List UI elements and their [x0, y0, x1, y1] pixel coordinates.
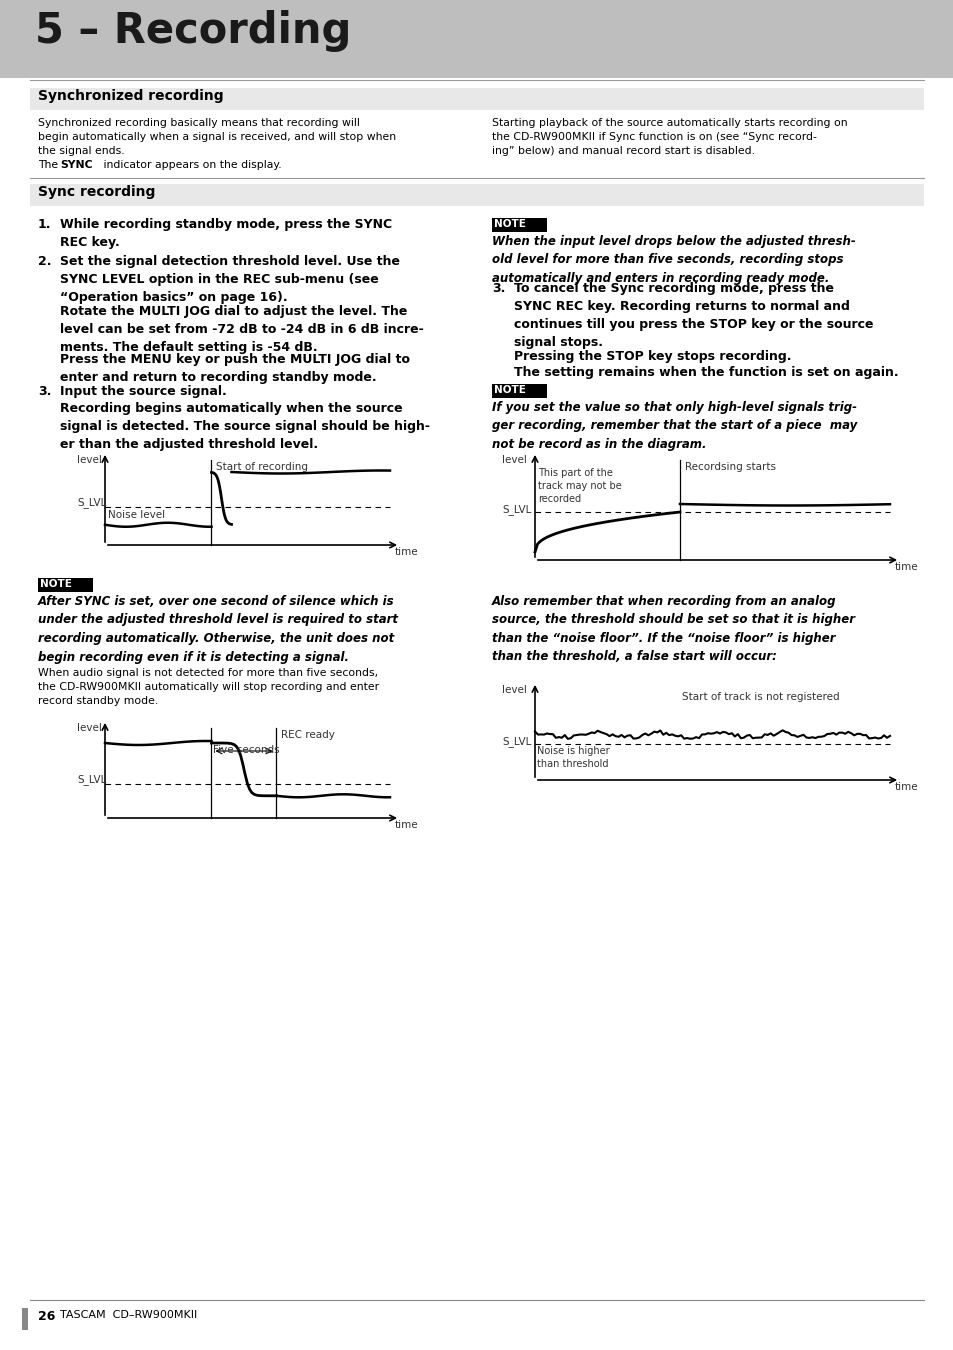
Text: time: time — [894, 562, 918, 572]
Text: time: time — [395, 547, 418, 558]
Text: Noise is higher
than threshold: Noise is higher than threshold — [537, 747, 609, 769]
Text: NOTE: NOTE — [494, 385, 525, 396]
Text: level: level — [501, 455, 526, 464]
Text: Input the source signal.: Input the source signal. — [60, 385, 227, 398]
Text: time: time — [395, 819, 418, 830]
Text: Sync recording: Sync recording — [38, 185, 155, 198]
Bar — [38, 578, 92, 593]
Bar — [0, 0, 953, 78]
Bar — [30, 184, 923, 207]
Text: S_LVL: S_LVL — [77, 774, 107, 784]
Text: Start of recording: Start of recording — [216, 462, 308, 472]
Text: Rotate the MULTI JOG dial to adjust the level. The
level can be set from -72 dB : Rotate the MULTI JOG dial to adjust the … — [60, 305, 423, 354]
Text: Press the MENU key or push the MULTI JOG dial to
enter and return to recording s: Press the MENU key or push the MULTI JOG… — [60, 352, 410, 383]
Text: 26: 26 — [38, 1310, 55, 1323]
Text: 3.: 3. — [38, 385, 51, 398]
Text: SYNC: SYNC — [60, 161, 92, 170]
Text: When audio signal is not detected for more than five seconds,
the CD-RW900MKII a: When audio signal is not detected for mo… — [38, 668, 378, 706]
Text: To cancel the Sync recording mode, press the
SYNC REC key. Recording returns to : To cancel the Sync recording mode, press… — [514, 282, 873, 350]
Text: time: time — [894, 782, 918, 792]
Text: Synchronized recording basically means that recording will
begin automatically w: Synchronized recording basically means t… — [38, 117, 395, 157]
Text: REC ready: REC ready — [281, 730, 335, 740]
Bar — [22, 1308, 28, 1330]
Text: While recording standby mode, press the SYNC
REC key.: While recording standby mode, press the … — [60, 217, 392, 248]
Text: level: level — [77, 455, 102, 464]
Text: S_LVL: S_LVL — [501, 736, 531, 747]
Text: Noise level: Noise level — [108, 510, 165, 520]
Text: The setting remains when the function is set on again.: The setting remains when the function is… — [514, 366, 898, 379]
Text: 3.: 3. — [492, 282, 505, 296]
Text: level: level — [501, 684, 526, 695]
Text: Set the signal detection threshold level. Use the
SYNC LEVEL option in the REC s: Set the signal detection threshold level… — [60, 255, 399, 304]
Text: The: The — [38, 161, 62, 170]
Text: NOTE: NOTE — [494, 219, 525, 230]
Text: 1.: 1. — [38, 217, 51, 231]
Text: TASCAM  CD–RW900MKII: TASCAM CD–RW900MKII — [60, 1310, 197, 1320]
Text: 5 – Recording: 5 – Recording — [35, 9, 351, 53]
Text: Recording begins automatically when the source
signal is detected. The source si: Recording begins automatically when the … — [60, 402, 430, 451]
Text: If you set the value so that only high-level signals trig-
ger recording, rememb: If you set the value so that only high-l… — [492, 401, 857, 451]
Text: After SYNC is set, over one second of silence which is
under the adjusted thresh: After SYNC is set, over one second of si… — [38, 595, 397, 663]
Text: S_LVL: S_LVL — [77, 497, 107, 508]
Text: 2.: 2. — [38, 255, 51, 269]
Bar — [492, 383, 546, 398]
Text: indicator appears on the display.: indicator appears on the display. — [100, 161, 281, 170]
Text: Start of track is not registered: Start of track is not registered — [681, 693, 840, 702]
Text: When the input level drops below the adjusted thresh-
old level for more than fi: When the input level drops below the adj… — [492, 235, 855, 285]
Bar — [492, 217, 546, 232]
Bar — [30, 88, 923, 109]
Text: This part of the
track may not be
recorded: This part of the track may not be record… — [537, 468, 621, 505]
Text: Also remember that when recording from an analog
source, the threshold should be: Also remember that when recording from a… — [492, 595, 854, 663]
Text: Recordsing starts: Recordsing starts — [684, 462, 775, 472]
Text: level: level — [77, 724, 102, 733]
Text: Synchronized recording: Synchronized recording — [38, 89, 223, 103]
Text: Five seconds: Five seconds — [213, 745, 280, 755]
Text: Starting playback of the source automatically starts recording on
the CD-RW900MK: Starting playback of the source automati… — [492, 117, 846, 157]
Text: S_LVL: S_LVL — [501, 504, 531, 514]
Text: Pressing the STOP key stops recording.: Pressing the STOP key stops recording. — [514, 350, 791, 363]
Text: NOTE: NOTE — [40, 579, 71, 589]
